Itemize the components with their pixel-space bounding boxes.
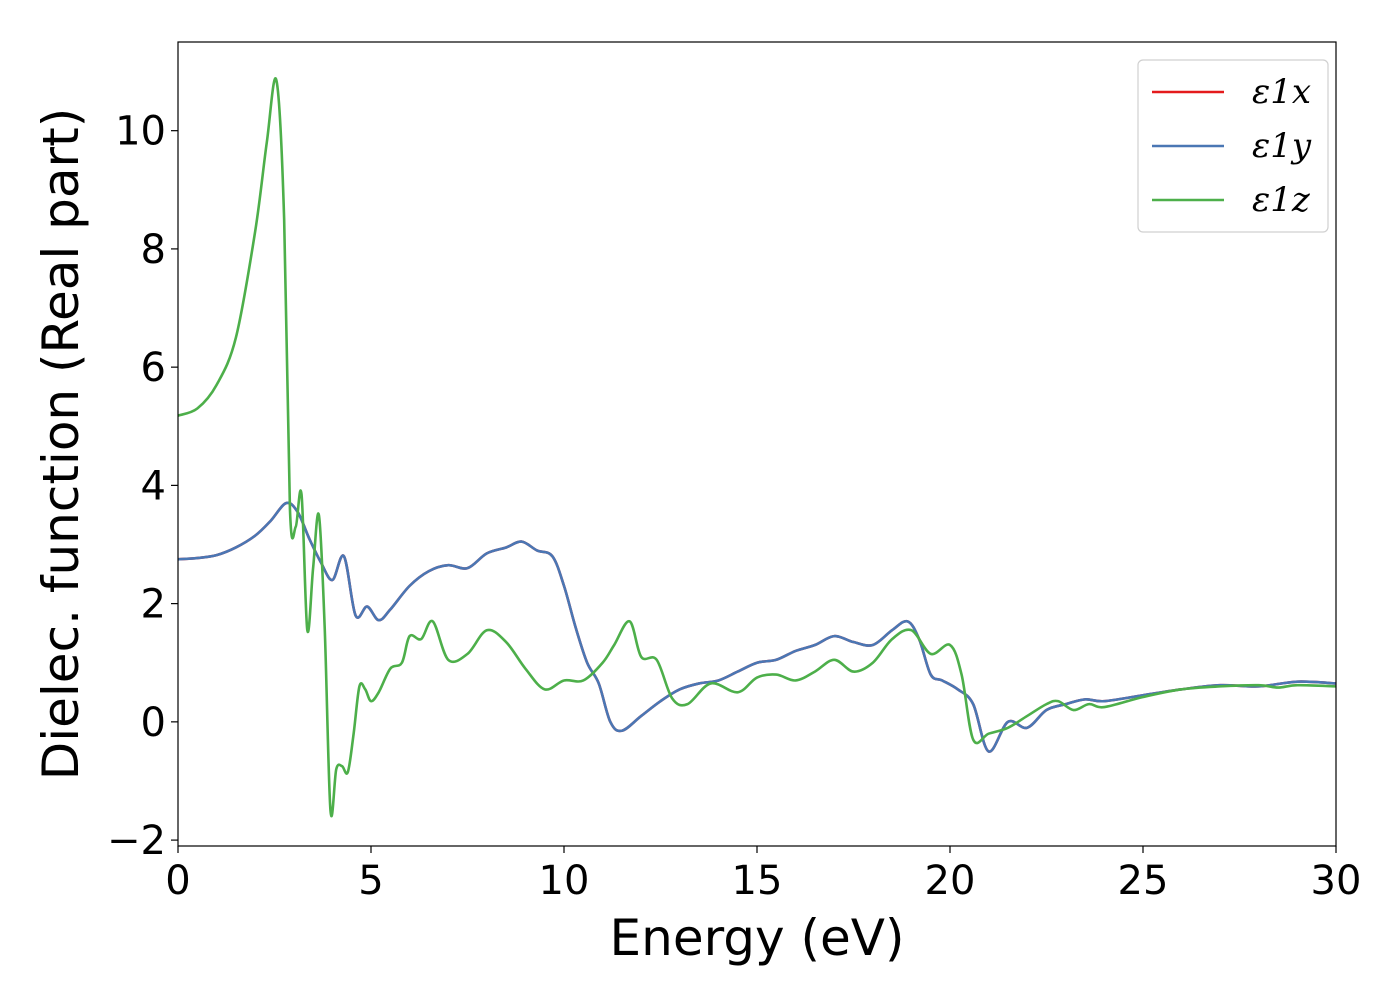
x-tick-label: 25: [1118, 858, 1169, 904]
legend: ε1x ε1y ε1z: [1137, 59, 1329, 233]
x-tick-label: 10: [539, 858, 590, 904]
legend-label-eps1z: ε1z: [1252, 180, 1311, 220]
legend-box: [1137, 59, 1329, 233]
x-tick-label: 0: [165, 858, 190, 904]
y-tick-label: 4: [141, 463, 166, 509]
x-tick-label: 15: [732, 858, 783, 904]
series-line-eps1z: [178, 77, 1336, 818]
y-tick-label: 0: [141, 700, 166, 746]
series-layer: [178, 77, 1336, 818]
x-tick-label: 20: [925, 858, 976, 904]
y-tick-label: 2: [141, 582, 166, 628]
x-axis-label: Energy (eV): [610, 909, 905, 967]
series-line-eps1y: [178, 501, 1336, 753]
x-axis-ticks: 0 5 10 15 20 25 30: [165, 846, 1361, 904]
legend-label-eps1x: ε1x: [1252, 72, 1311, 112]
x-tick-label: 30: [1311, 858, 1362, 904]
y-tick-label: 8: [141, 227, 166, 273]
x-tick-label: 5: [358, 858, 383, 904]
y-tick-label: 10: [115, 109, 166, 155]
y-axis-label: Dielec. function (Real part): [32, 108, 90, 780]
legend-label-eps1y: ε1y: [1252, 126, 1312, 166]
series-line-eps1x: [178, 501, 1336, 753]
y-tick-label: −2: [107, 818, 166, 864]
y-tick-label: 6: [141, 345, 166, 391]
y-axis-ticks: −2 0 2 4 6 8 10: [107, 109, 178, 864]
